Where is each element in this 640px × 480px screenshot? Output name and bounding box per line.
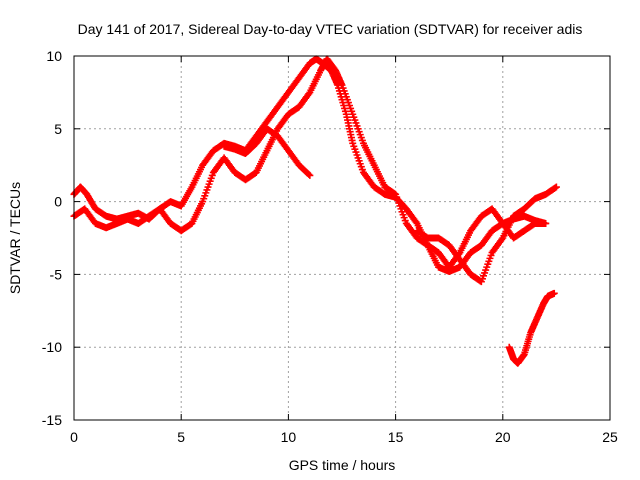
data-point (412, 218, 420, 226)
x-tick-label: 5 (177, 429, 185, 445)
x-tick-label: 0 (70, 429, 78, 445)
x-tick-labels: 0 5 10 15 20 25 (70, 429, 618, 445)
x-tick-label: 20 (495, 429, 511, 445)
series-track-5 (505, 289, 558, 367)
axis-ticks (73, 55, 611, 421)
y-axis-label: SDTVAR / TECUs (7, 182, 23, 294)
y-tick-label: 5 (54, 121, 62, 137)
y-tick-label: -15 (42, 412, 62, 428)
x-axis-label: GPS time / hours (289, 457, 396, 473)
y-tick-label: 10 (46, 48, 62, 64)
data-point (498, 235, 506, 243)
data-point (306, 171, 314, 179)
x-tick-label: 10 (281, 429, 297, 445)
y-tick-label: 0 (54, 194, 62, 210)
series-track-3 (220, 125, 314, 179)
data-markers (70, 55, 560, 367)
x-tick-label: 25 (602, 429, 618, 445)
data-point (542, 219, 550, 227)
data-point (550, 289, 558, 297)
chart-title: Day 141 of 2017, Sidereal Day-to-day VTE… (78, 21, 583, 37)
data-point (552, 183, 560, 191)
y-tick-label: -5 (50, 266, 63, 282)
data-point (305, 90, 313, 98)
y-tick-label: -10 (42, 339, 62, 355)
data-point (305, 170, 313, 178)
plot-frame (73, 55, 611, 421)
x-tick-label: 15 (388, 429, 404, 445)
series-track-4 (413, 183, 560, 286)
y-tick-labels: -15 -10 -5 0 5 10 (42, 48, 62, 428)
